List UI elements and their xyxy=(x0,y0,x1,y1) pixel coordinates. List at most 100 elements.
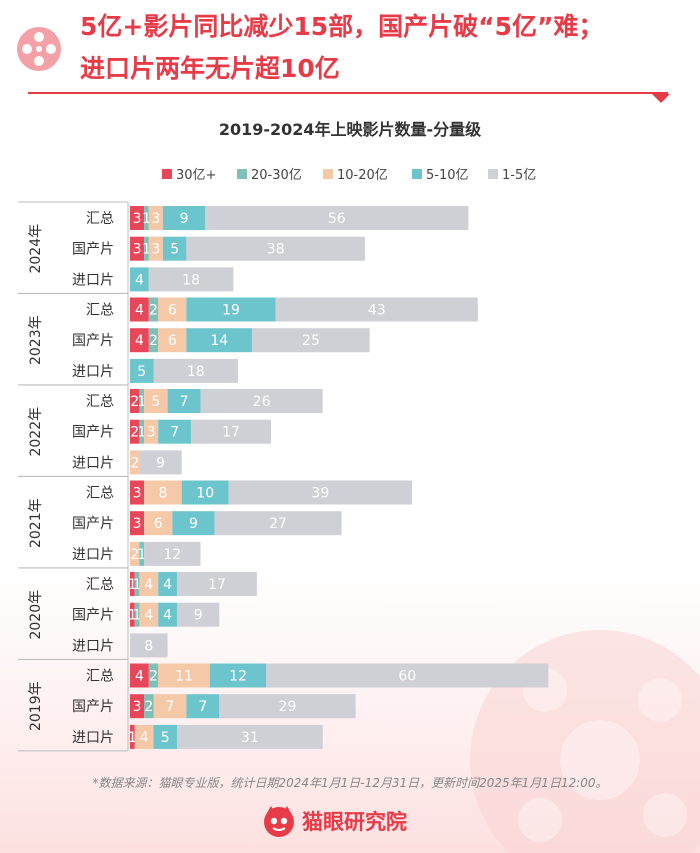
bar-segment xyxy=(158,663,210,688)
row-label: 汇总 xyxy=(86,303,114,319)
data-label: 1 xyxy=(133,577,142,593)
bar-segment xyxy=(139,572,159,596)
header: 5亿+影片同比减少15部，国产片破“5亿”难； 进口片两年无片超10亿 xyxy=(0,0,700,103)
bar-segment xyxy=(153,724,177,749)
bar-segment xyxy=(200,389,323,413)
bar-segment xyxy=(162,206,206,230)
bar-segment xyxy=(209,663,267,688)
bar-segment xyxy=(130,633,168,658)
row-label: 汇总 xyxy=(86,669,114,685)
legend-label: 1-5亿 xyxy=(502,168,536,183)
bar-segment xyxy=(191,419,271,444)
data-label: 6 xyxy=(154,516,163,532)
data-label: 3 xyxy=(133,699,142,715)
bar-segment xyxy=(130,358,154,383)
data-label: 7 xyxy=(198,699,207,715)
row-label: 汇总 xyxy=(86,211,114,227)
header-divider-marker xyxy=(652,94,670,103)
data-label: 18 xyxy=(187,364,205,380)
legend-swatch xyxy=(412,169,422,179)
bar-segment xyxy=(148,297,159,322)
data-label: 5 xyxy=(170,242,179,258)
data-label: 3 xyxy=(133,486,142,502)
bar-segment xyxy=(130,389,140,413)
bar-segment xyxy=(158,328,187,353)
year-label: 2021年 xyxy=(28,498,44,548)
bar-segment xyxy=(130,663,149,688)
bar-segment xyxy=(130,572,135,596)
row-label: 汇总 xyxy=(86,486,114,502)
data-label: 9 xyxy=(194,608,203,624)
bar-segment xyxy=(172,511,215,536)
bar-segment xyxy=(144,419,159,444)
headline: 5亿+影片同比减少15部，国产片破“5亿”难； 进口片两年无片超10亿 xyxy=(80,6,690,90)
year-label: 2023年 xyxy=(28,315,44,365)
legend-swatch xyxy=(488,169,498,179)
legend-swatch xyxy=(237,169,247,179)
data-label: 3 xyxy=(133,242,142,258)
data-label: 4 xyxy=(144,577,153,593)
data-label: 2 xyxy=(149,333,158,349)
legend-label: 10-20亿 xyxy=(337,168,388,183)
data-label: 1 xyxy=(137,425,146,441)
row-label: 国产片 xyxy=(72,425,114,441)
bar-segment xyxy=(148,328,159,353)
data-label: 27 xyxy=(269,516,287,532)
bar-segment xyxy=(252,328,370,353)
bar-segment xyxy=(144,541,201,566)
bar-segment xyxy=(144,694,154,719)
row-label: 进口片 xyxy=(72,364,114,380)
brand-name: 猫眼研究院 xyxy=(302,810,407,834)
row-label: 进口片 xyxy=(72,272,114,288)
data-label: 6 xyxy=(168,303,177,319)
headline-line-2: 进口片两年无片超10亿 xyxy=(80,54,340,83)
bar-segment xyxy=(130,694,145,719)
bar-segment xyxy=(158,297,187,322)
bar-segment xyxy=(219,694,356,719)
data-label: 9 xyxy=(156,455,165,471)
row-label: 进口片 xyxy=(72,455,114,471)
bar-segment xyxy=(153,358,239,383)
data-label: 1 xyxy=(137,394,146,410)
bar-segment xyxy=(158,419,192,444)
data-label: 4 xyxy=(163,577,172,593)
data-label: 7 xyxy=(180,394,189,410)
row-label: 国产片 xyxy=(72,516,114,532)
bar-segment xyxy=(144,206,149,230)
bar-segment xyxy=(177,724,323,749)
brand: 猫眼研究院 xyxy=(262,802,442,838)
data-label: 7 xyxy=(170,425,179,441)
data-label: 2 xyxy=(130,455,139,471)
bar-segment xyxy=(148,236,163,261)
data-label: 10 xyxy=(196,486,214,502)
data-label: 38 xyxy=(267,242,285,258)
data-label: 3 xyxy=(133,516,142,532)
bar-segment xyxy=(228,480,412,505)
year-label: 2020年 xyxy=(28,590,44,640)
row-label: 进口片 xyxy=(72,638,114,654)
bar-segment xyxy=(186,694,220,719)
data-label: 7 xyxy=(165,699,174,715)
row-label: 国产片 xyxy=(72,699,114,715)
data-label: 8 xyxy=(158,486,167,502)
data-label: 56 xyxy=(328,211,346,227)
data-label: 17 xyxy=(208,577,226,593)
bar-segment xyxy=(130,297,149,322)
bar-segment xyxy=(158,602,177,627)
bar-segment xyxy=(130,480,145,505)
bar-segment xyxy=(139,450,182,475)
data-label: 1 xyxy=(142,211,151,227)
data-label: 11 xyxy=(175,669,193,685)
bar-segment xyxy=(134,572,140,596)
year-label: 2024年 xyxy=(28,224,44,274)
data-label: 1 xyxy=(137,547,146,563)
bar-segment xyxy=(153,694,187,719)
data-label: 5 xyxy=(151,394,160,410)
bar-segment xyxy=(148,267,234,292)
data-label: 1 xyxy=(142,242,151,258)
data-label: 5 xyxy=(137,364,146,380)
data-label: 2 xyxy=(144,699,153,715)
data-label: 26 xyxy=(253,394,271,410)
data-label: 17 xyxy=(222,425,240,441)
